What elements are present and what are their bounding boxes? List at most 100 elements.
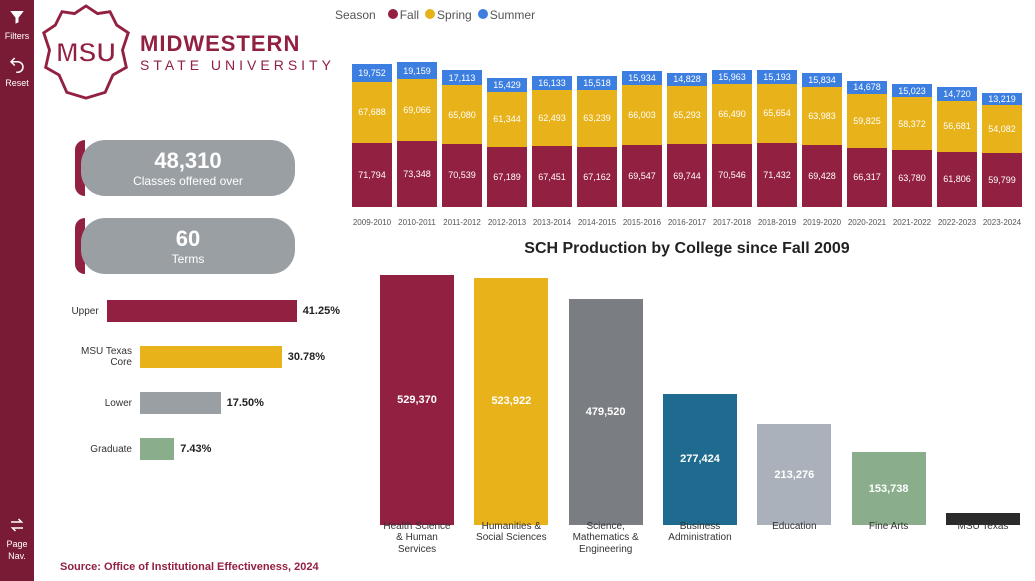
- year-label: 2023-2024: [982, 218, 1022, 227]
- kpi-classes: 48,310 Classes offered over: [75, 140, 295, 196]
- year-bar[interactable]: 14,72056,68161,806: [937, 87, 977, 207]
- college-bar[interactable]: 529,370: [380, 275, 454, 525]
- level-value: 30.78%: [288, 351, 325, 363]
- level-row: Upper41.25%: [60, 300, 340, 322]
- level-row: MSU Texas Core30.78%: [60, 346, 340, 368]
- year-label: 2013-2014: [532, 218, 572, 227]
- year-bar[interactable]: 19,15969,06673,348: [397, 62, 437, 207]
- legend-label: Spring: [437, 8, 472, 22]
- year-bar[interactable]: 15,42961,34467,189: [487, 78, 527, 207]
- year-bar[interactable]: 15,83463,98369,428: [802, 73, 842, 207]
- college-bar-fill: 153,738: [852, 452, 926, 525]
- kpi-terms-value: 60: [176, 226, 200, 252]
- level-value: 17.50%: [227, 397, 264, 409]
- svg-text:MSU: MSU: [56, 38, 116, 68]
- year-bar[interactable]: 15,19365,65471,432: [757, 70, 797, 207]
- college-label: Business Administration: [663, 521, 737, 556]
- legend-swatch: [478, 9, 488, 19]
- summer-segment: 14,678: [847, 81, 887, 94]
- college-label: Science, Mathematics & Engineering: [569, 521, 643, 556]
- fall-segment: 59,799: [982, 153, 1022, 207]
- kpi-classes-value: 48,310: [154, 148, 221, 174]
- spring-segment: 58,372: [892, 97, 932, 149]
- kpi-classes-label: Classes offered over: [133, 174, 243, 188]
- spring-segment: 63,983: [802, 87, 842, 144]
- brand-line-1: MIDWESTERN: [140, 31, 335, 57]
- legend-label: Fall: [400, 8, 419, 22]
- level-label: Lower: [60, 398, 140, 409]
- level-label: Graduate: [60, 444, 140, 455]
- summer-segment: 15,023: [892, 84, 932, 97]
- fall-segment: 61,806: [937, 152, 977, 207]
- spring-segment: 59,825: [847, 94, 887, 148]
- level-value: 7.43%: [180, 443, 211, 455]
- fall-segment: 67,162: [577, 147, 617, 207]
- season-legend: Season FallSpringSummer: [335, 8, 535, 22]
- level-bar[interactable]: [140, 438, 174, 460]
- year-bar[interactable]: 15,02358,37263,780: [892, 84, 932, 207]
- reset-button[interactable]: Reset: [5, 55, 29, 88]
- level-bar[interactable]: [140, 392, 221, 414]
- funnel-icon: [8, 8, 26, 29]
- year-bar[interactable]: 14,67859,82566,317: [847, 81, 887, 207]
- brand-block: MSU MIDWESTERN STATE UNIVERSITY: [38, 4, 338, 100]
- brand-line-2: STATE UNIVERSITY: [140, 57, 335, 73]
- level-bar[interactable]: [107, 300, 297, 322]
- year-label: 2020-2021: [847, 218, 887, 227]
- level-row: Lower 17.50%: [60, 392, 340, 414]
- summer-segment: 15,193: [757, 70, 797, 84]
- filters-button[interactable]: Filters: [5, 8, 30, 41]
- year-bar[interactable]: 19,75267,68871,794: [352, 64, 392, 207]
- side-nav: Filters Reset Page Nav.: [0, 0, 34, 581]
- pagenav-label-1: Page: [6, 539, 27, 549]
- college-bar-fill: 277,424: [663, 394, 737, 525]
- year-bar[interactable]: 15,51863,23967,162: [577, 76, 617, 207]
- summer-segment: 14,828: [667, 73, 707, 86]
- level-chart: Upper41.25% MSU Texas Core30.78% Lower 17.5…: [60, 300, 340, 484]
- year-bar[interactable]: 13,21954,08259,799: [982, 93, 1022, 207]
- fall-segment: 67,451: [532, 146, 572, 207]
- spring-segment: 56,681: [937, 101, 977, 152]
- college-bar-fill: 213,276: [757, 424, 831, 525]
- college-bar[interactable]: 213,276: [757, 424, 831, 525]
- college-bar[interactable]: 479,520: [569, 299, 643, 525]
- year-label: 2016-2017: [667, 218, 707, 227]
- fall-segment: 73,348: [397, 141, 437, 207]
- summer-segment: 16,133: [532, 76, 572, 90]
- reset-label: Reset: [5, 78, 29, 88]
- fall-segment: 70,539: [442, 144, 482, 207]
- filters-label: Filters: [5, 31, 30, 41]
- college-bar[interactable]: 153,738: [852, 452, 926, 525]
- summer-segment: 19,752: [352, 64, 392, 82]
- level-bar[interactable]: [140, 346, 282, 368]
- year-label: 2019-2020: [802, 218, 842, 227]
- undo-icon: [8, 55, 26, 76]
- spring-segment: 67,688: [352, 82, 392, 143]
- page-nav-button[interactable]: Page Nav.: [6, 516, 27, 561]
- year-label: 2022-2023: [937, 218, 977, 227]
- level-row: Graduate 7.43%: [60, 438, 340, 460]
- legend-title: Season: [335, 8, 376, 22]
- year-bar[interactable]: 17,11365,08070,539: [442, 70, 482, 207]
- year-bar[interactable]: 15,96366,49070,546: [712, 70, 752, 207]
- year-bar[interactable]: 16,13362,49367,451: [532, 76, 572, 207]
- college-bar[interactable]: 277,424: [663, 394, 737, 525]
- year-bar[interactable]: 14,82865,29369,744: [667, 73, 707, 207]
- msu-logo-icon: MSU: [38, 4, 134, 100]
- spring-segment: 54,082: [982, 105, 1022, 154]
- college-label: Education: [757, 521, 831, 556]
- level-label: Upper: [60, 306, 107, 317]
- college-label: Fine Arts: [852, 521, 926, 556]
- year-bar[interactable]: 15,93466,00369,547: [622, 71, 662, 207]
- college-bar-fill: 529,370: [380, 275, 454, 525]
- fall-segment: 71,432: [757, 143, 797, 207]
- college-bar[interactable]: 523,922: [474, 278, 548, 525]
- year-label: 2021-2022: [892, 218, 932, 227]
- year-label: 2015-2016: [622, 218, 662, 227]
- year-label: 2014-2015: [577, 218, 617, 227]
- spring-segment: 69,066: [397, 79, 437, 141]
- spring-segment: 66,490: [712, 84, 752, 144]
- year-label: 2018-2019: [757, 218, 797, 227]
- year-label: 2012-2013: [487, 218, 527, 227]
- legend-swatch: [388, 9, 398, 19]
